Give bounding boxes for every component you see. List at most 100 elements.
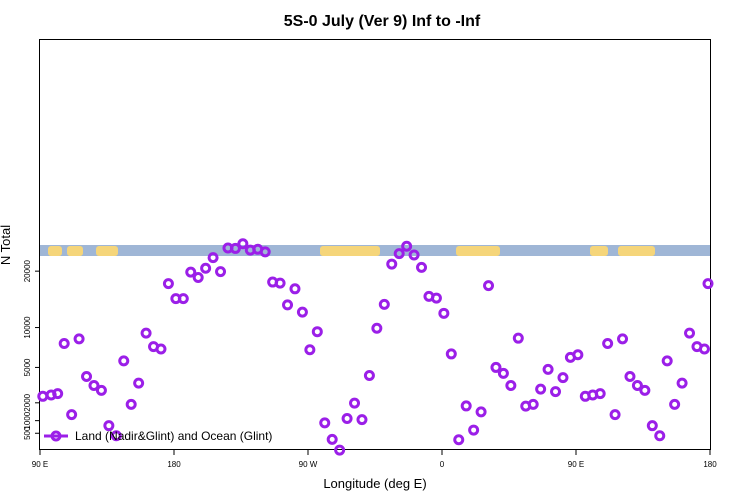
data-point <box>512 332 524 344</box>
data-point <box>334 444 346 456</box>
data-point <box>185 266 197 278</box>
x-tick-label: 90 W <box>299 460 318 469</box>
data-point <box>274 277 286 289</box>
land-patch <box>67 246 83 256</box>
data-point <box>594 388 606 400</box>
data-point <box>497 367 509 379</box>
x-tick-label: 180 <box>167 460 181 469</box>
data-point <box>37 390 49 402</box>
plot-area-frame <box>39 39 711 450</box>
y-tick-label: 20000 <box>23 259 32 282</box>
data-point <box>356 414 368 426</box>
data-point <box>393 248 405 260</box>
data-point <box>304 344 316 356</box>
data-point <box>73 333 85 345</box>
data-point <box>133 377 145 389</box>
data-point <box>401 240 413 252</box>
data-point <box>468 424 480 436</box>
data-point <box>438 307 450 319</box>
data-point <box>416 261 428 273</box>
data-point <box>296 306 308 318</box>
data-point <box>702 278 714 290</box>
data-point <box>125 398 137 410</box>
data-point <box>475 406 487 418</box>
data-point <box>237 238 249 250</box>
data-point <box>505 379 517 391</box>
data-point <box>341 413 353 425</box>
land-patch <box>590 246 608 256</box>
x-tick-label: 0 <box>440 460 445 469</box>
data-point <box>110 430 122 442</box>
land-patch <box>320 246 380 256</box>
data-point <box>326 433 338 445</box>
data-series <box>37 238 714 456</box>
data-point <box>207 252 219 264</box>
data-point <box>490 361 502 373</box>
land-ocean-band <box>40 245 710 256</box>
land-patch <box>618 246 655 256</box>
data-point <box>386 258 398 270</box>
data-point <box>617 333 629 345</box>
land-patch <box>48 246 62 256</box>
data-point <box>654 430 666 442</box>
y-tick-label: 1000 <box>23 411 32 429</box>
data-point <box>483 280 495 292</box>
legend-label: Land (Nadir&Glint) and Ocean (Glint) <box>75 429 272 443</box>
x-tick-label: 180 <box>703 460 717 469</box>
data-point <box>363 369 375 381</box>
data-point <box>282 299 294 311</box>
data-point <box>162 278 174 290</box>
data-point <box>289 283 301 295</box>
data-point <box>572 349 584 361</box>
data-point <box>527 398 539 410</box>
data-point <box>58 337 70 349</box>
data-point <box>669 398 681 410</box>
data-point <box>676 377 688 389</box>
data-point <box>535 383 547 395</box>
data-point <box>602 337 614 349</box>
data-point <box>349 397 361 409</box>
data-point <box>311 326 323 338</box>
y-tick-label: 500 <box>23 426 32 440</box>
data-point <box>430 292 442 304</box>
data-point <box>698 343 710 355</box>
data-point <box>550 386 562 398</box>
data-point <box>445 348 457 360</box>
data-point <box>103 420 115 432</box>
data-point <box>453 434 465 446</box>
data-point <box>661 355 673 367</box>
data-point <box>215 266 227 278</box>
data-point <box>192 272 204 284</box>
data-point <box>95 384 107 396</box>
y-tick-label: 10000 <box>23 316 32 339</box>
data-point <box>177 293 189 305</box>
data-point <box>557 372 569 384</box>
x-axis: 90 E 180 90 W 0 90 E 180 <box>32 450 717 469</box>
data-point <box>631 379 643 391</box>
data-point <box>66 409 78 421</box>
x-axis-label: Longitude (deg E) <box>323 476 426 491</box>
data-point <box>52 388 64 400</box>
data-point <box>684 327 696 339</box>
data-point <box>88 379 100 391</box>
data-point <box>155 343 167 355</box>
data-point <box>646 420 658 432</box>
data-point <box>378 298 390 310</box>
y-axis-label: N Total <box>0 225 13 265</box>
legend: Land (Nadir&Glint) and Ocean (Glint) <box>44 429 272 443</box>
x-tick-label: 90 E <box>32 460 48 469</box>
data-point <box>118 355 130 367</box>
data-point <box>639 384 651 396</box>
data-point <box>542 363 554 375</box>
legend-marker <box>50 430 62 442</box>
y-tick-label: 5000 <box>23 358 32 376</box>
data-point <box>81 371 93 383</box>
data-point <box>200 262 212 274</box>
data-point <box>408 249 420 261</box>
data-point <box>319 417 331 429</box>
data-point <box>371 322 383 334</box>
land-patch <box>456 246 500 256</box>
chart-title: 5S-0 July (Ver 9) Inf to -Inf <box>284 13 481 30</box>
